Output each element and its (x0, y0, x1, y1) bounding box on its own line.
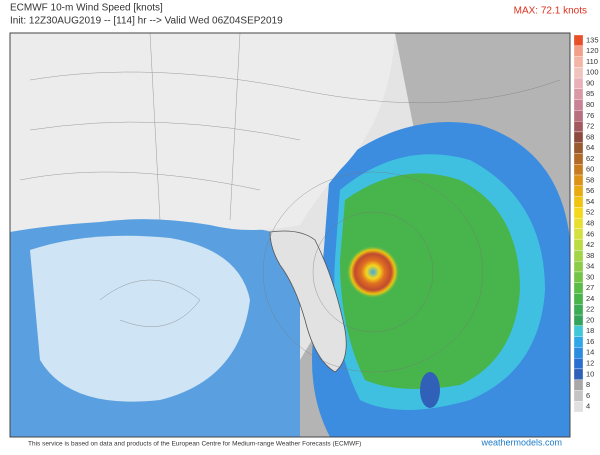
colorbar-swatch (573, 45, 584, 57)
colorbar-swatch (573, 131, 584, 143)
colorbar-swatch (573, 304, 584, 316)
colorbar-label: 38 (586, 251, 594, 260)
colorbar-swatch (573, 185, 584, 197)
colorbar-swatch (573, 174, 584, 186)
colorbar-label: 85 (586, 89, 594, 98)
max-label: MAX: 72.1 knots (514, 6, 587, 17)
colorbar-swatch (573, 207, 584, 219)
colorbar-label: 68 (586, 132, 594, 141)
colorbar-label: 6 (586, 391, 590, 400)
colorbar-label: 46 (586, 229, 594, 238)
colorbar-swatch (573, 77, 584, 90)
colorbar-swatch (573, 357, 584, 370)
colorbar-label: 22 (586, 305, 594, 314)
land-us (10, 33, 395, 232)
colorbar-label: 56 (586, 186, 594, 195)
colorbar-label: 12 (586, 359, 594, 368)
colorbar-swatch (573, 325, 584, 337)
colorbar-swatch (573, 228, 584, 240)
colorbar-label: 34 (586, 262, 594, 271)
florida (269, 230, 347, 373)
colorbar-label: 18 (586, 326, 594, 335)
title: ECMWF 10-m Wind Speed [knots] (10, 3, 163, 14)
colorbar-label: 24 (586, 294, 594, 303)
colorbar-swatch (573, 368, 584, 380)
colorbar-label: 54 (586, 197, 594, 206)
colorbar-swatch (573, 379, 584, 391)
colorbar-label: 72 (586, 122, 594, 131)
colorbar-label: 120 (586, 46, 599, 55)
colorbar-swatch (573, 390, 584, 402)
colorbar-label: 8 (586, 380, 590, 389)
colorbar: 1351201101009085807672686462605856545248… (573, 34, 599, 413)
watermark: weathermodels.com (480, 437, 562, 447)
gulf-light (30, 235, 250, 402)
colorbar-swatch (573, 153, 584, 165)
hurricane-eye (347, 246, 399, 298)
colorbar-label: 48 (586, 218, 594, 227)
colorbar-label: 58 (586, 175, 594, 184)
colorbar-swatch (573, 239, 584, 251)
colorbar-label: 90 (586, 78, 594, 87)
colorbar-swatch (573, 250, 584, 262)
map (9, 32, 571, 438)
colorbar-swatch (573, 110, 584, 122)
colorbar-swatch (573, 347, 584, 359)
colorbar-label: 60 (586, 165, 594, 174)
wind-green (340, 173, 520, 389)
colorbar-swatch (573, 88, 584, 100)
colorbar-label: 42 (586, 240, 594, 249)
colorbar-label: 76 (586, 111, 594, 120)
colorbar-swatch (573, 99, 584, 111)
colorbar-label: 80 (586, 100, 594, 109)
colorbar-swatch (573, 142, 584, 154)
colorbar-swatch (573, 67, 584, 79)
colorbar-swatch (573, 293, 584, 305)
colorbar-label: 4 (586, 402, 590, 411)
colorbar-label: 135 (586, 35, 599, 44)
colorbar-swatch (573, 121, 584, 133)
colorbar-swatch (573, 271, 584, 283)
colorbar-label: 20 (586, 315, 594, 324)
bahamas (420, 372, 440, 408)
colorbar-swatch (573, 282, 584, 294)
colorbar-label: 62 (586, 154, 594, 163)
colorbar-label: 30 (586, 272, 594, 281)
colorbar-label: 64 (586, 143, 594, 152)
colorbar-swatch (573, 196, 584, 208)
colorbar-swatch (573, 401, 584, 413)
colorbar-label: 14 (586, 348, 594, 357)
colorbar-label: 27 (586, 283, 594, 292)
colorbar-label: 100 (586, 68, 599, 77)
colorbar-label: 52 (586, 208, 594, 217)
colorbar-swatch (573, 314, 584, 326)
colorbar-swatch (573, 261, 584, 273)
colorbar-label: 110 (586, 57, 598, 66)
colorbar-label: 10 (586, 369, 594, 378)
colorbar-swatch (573, 336, 584, 348)
colorbar-swatch (573, 56, 584, 68)
colorbar-swatch (573, 164, 584, 176)
colorbar-swatch (573, 34, 584, 46)
subtitle: Init: 12Z30AUG2019 -- [114] hr --> Valid… (10, 16, 283, 27)
colorbar-label: 16 (586, 337, 594, 346)
credit: This service is based on data and produc… (28, 441, 361, 448)
colorbar-swatch (573, 217, 584, 230)
